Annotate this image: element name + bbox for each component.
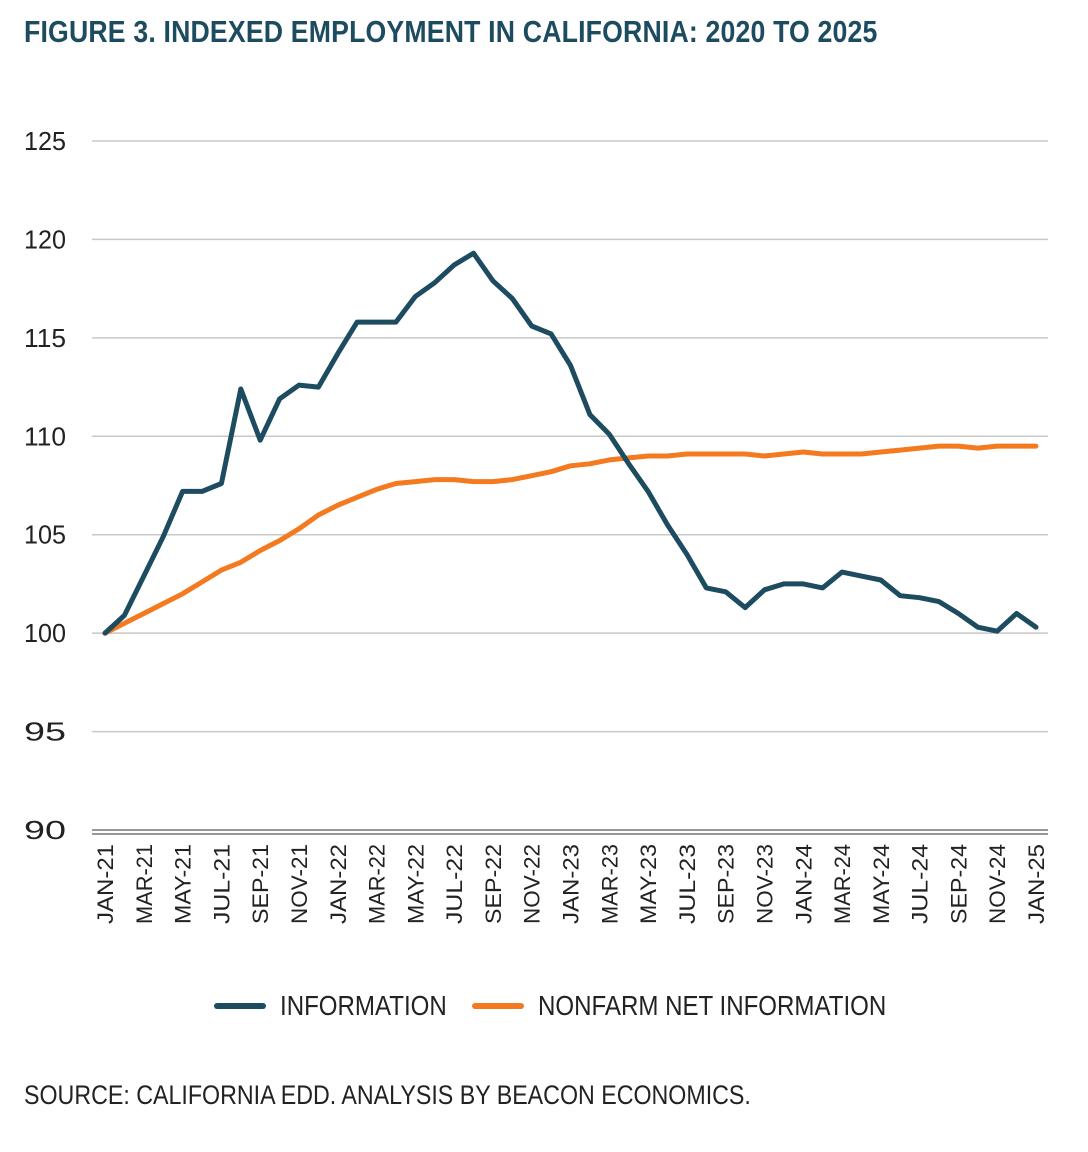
x-tick-label: MAY-23 — [636, 844, 661, 924]
x-tick-label: JUL-23 — [675, 844, 700, 924]
legend-label-information: INFORMATION — [280, 990, 447, 1021]
y-tick-label: 110 — [24, 421, 66, 451]
legend-item-nonfarm-net-information: NONFARM NET INFORMATION — [472, 990, 943, 1022]
legend-swatch-nonfarm-net-information — [472, 1003, 524, 1009]
x-tick-label: MAY-22 — [403, 844, 428, 924]
x-tick-label: MAY-24 — [869, 844, 894, 924]
x-tick-label: NOV-21 — [287, 844, 312, 924]
x-axis — [92, 829, 1048, 835]
legend-item-information: INFORMATION — [214, 990, 474, 1022]
x-tick-label: MAR-22 — [365, 844, 390, 924]
x-tick-label: SEP-21 — [248, 844, 273, 924]
series-lines — [102, 250, 1039, 636]
grid-lines — [92, 140, 1048, 733]
x-tick-label: NOV-23 — [752, 844, 777, 924]
x-tick-label: JAN-23 — [559, 844, 584, 924]
x-tick-label: SEP-23 — [714, 844, 739, 924]
x-axis-ticks: JAN-21 MAR-21 MAY-21 JUL-21 SEP-21 NOV-21 JAN-… — [93, 844, 1049, 924]
y-tick-label: 115 — [24, 323, 66, 353]
chart-title: FIGURE 3. INDEXED EMPLOYMENT IN CALIFORN… — [24, 14, 878, 49]
y-tick-label: 125 — [24, 126, 66, 156]
legend: INFORMATION NONFARM NET INFORMATION — [0, 990, 1088, 1034]
x-tick-label: MAR-21 — [132, 844, 157, 924]
x-tick-label: SEP-24 — [946, 844, 971, 924]
y-axis-ticks: 90 95 100 105 110 115 120 125 — [24, 126, 66, 845]
legend-swatch-information — [214, 1003, 266, 1009]
x-tick-label: NOV-22 — [520, 844, 545, 924]
y-tick-label: 90 — [24, 815, 66, 845]
source-note: SOURCE: CALIFORNIA EDD. ANALYSIS BY BEAC… — [24, 1080, 751, 1110]
y-tick-label: 100 — [24, 618, 66, 648]
y-tick-label: 105 — [24, 520, 66, 550]
x-tick-label: JAN-24 — [791, 844, 816, 924]
x-tick-label: MAR-24 — [830, 844, 855, 924]
x-tick-label: JUL-24 — [908, 844, 933, 924]
y-tick-label: 120 — [24, 224, 66, 254]
x-tick-label: JAN-21 — [93, 844, 118, 924]
x-tick-label: JAN-22 — [326, 844, 351, 924]
x-tick-label: JAN-25 — [1024, 844, 1049, 924]
x-tick-label: NOV-24 — [985, 844, 1010, 924]
legend-label-nonfarm-net-information: NONFARM NET INFORMATION — [538, 990, 887, 1021]
line-chart: 90 95 100 105 110 115 120 125 JAN-21 MAR-21 MAY-2… — [24, 126, 1049, 924]
x-tick-label: JUL-21 — [209, 844, 234, 924]
series-line-nonfarm-net-information — [102, 443, 1039, 636]
x-tick-label: MAR-23 — [597, 844, 622, 924]
y-tick-label: 95 — [24, 717, 66, 747]
x-tick-label: MAY-21 — [171, 844, 196, 924]
x-tick-label: JUL-22 — [442, 844, 467, 924]
series-line-information — [102, 250, 1039, 636]
x-tick-label: SEP-22 — [481, 844, 506, 924]
